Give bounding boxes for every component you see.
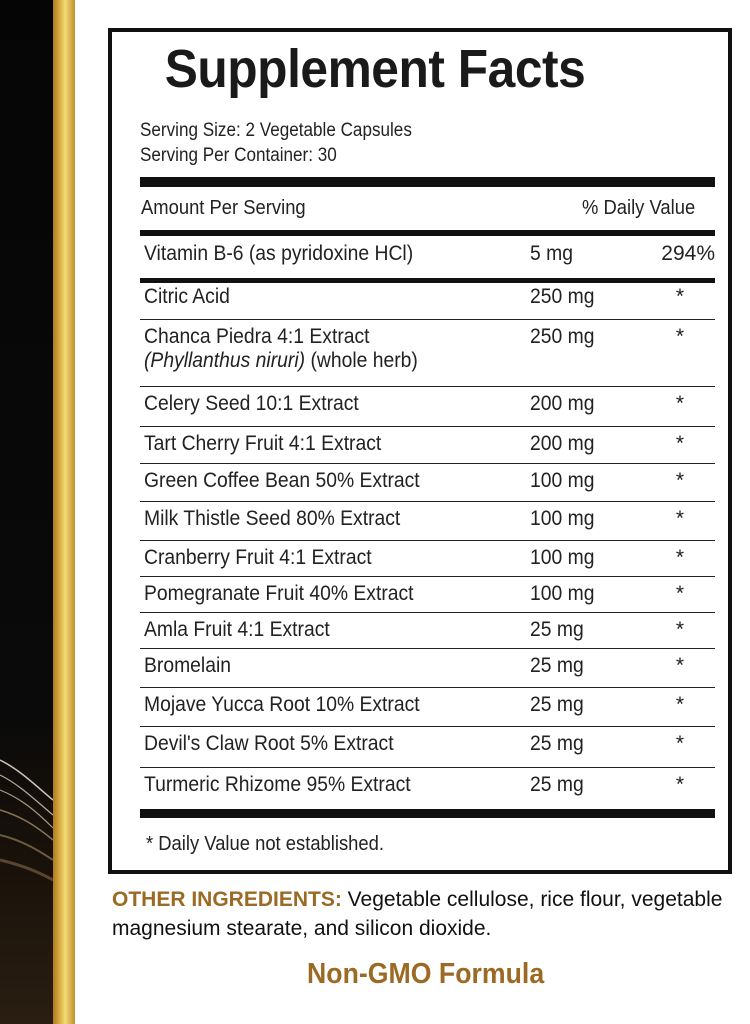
ingredient-daily-value: * <box>675 732 685 755</box>
ingredient-daily-value: * <box>675 773 685 796</box>
other-ingredients-text: Vegetable cellulose, rice flour, vegetab… <box>112 888 723 940</box>
non-gmo-tagline: Non-GMO Formula <box>307 958 545 990</box>
ingredient-name: Tart Cherry Fruit 4:1 Extract <box>144 432 382 455</box>
ingredient-amount: 100 mg <box>530 582 595 605</box>
ingredient-daily-value: * <box>675 285 685 308</box>
ingredient-name: Devil's Claw Root 5% Extract <box>144 732 394 755</box>
ingredient-name: Citric Acid <box>144 285 230 308</box>
ingredient-name: Milk Thistle Seed 80% Extract <box>144 507 401 530</box>
header-amount: Amount Per Serving <box>141 197 306 219</box>
divider-thick <box>140 177 715 187</box>
table-row: Pomegranate Fruit 40% Extract 100 mg * <box>140 576 715 613</box>
ingredient-amount: 25 mg <box>530 693 584 716</box>
ingredient-daily-value: * <box>675 469 685 492</box>
table-row: Milk Thistle Seed 80% Extract 100 mg * <box>140 501 715 541</box>
table-row: Amla Fruit 4:1 Extract 25 mg * <box>140 612 715 649</box>
supplement-facts-box <box>108 28 732 874</box>
page-title: Supplement Facts <box>164 39 586 99</box>
decorative-waves-icon <box>0 759 53 882</box>
ingredient-name: Green Coffee Bean 50% Extract <box>144 469 420 492</box>
other-ingredients-label: OTHER INGREDIENTS: <box>112 888 342 911</box>
ingredient-amount: 5 mg <box>530 242 573 265</box>
ingredient-daily-value: * <box>675 507 685 530</box>
ingredient-amount: 25 mg <box>530 732 584 755</box>
table-row: Mojave Yucca Root 10% Extract 25 mg * <box>140 687 715 727</box>
ingredient-name: Amla Fruit 4:1 Extract <box>144 618 330 641</box>
ingredient-name: Pomegranate Fruit 40% Extract <box>144 582 414 605</box>
ingredient-latin-name: (Phyllanthus niruri) <box>144 349 306 372</box>
ingredient-name: Bromelain <box>144 654 231 677</box>
ingredient-daily-value: * <box>675 546 685 569</box>
header-daily-value: % Daily Value <box>582 197 696 219</box>
ingredient-amount: 200 mg <box>530 432 595 455</box>
table-row: Devil's Claw Root 5% Extract 25 mg * <box>140 726 715 768</box>
ingredient-daily-value: * <box>675 618 685 641</box>
ingredient-daily-value: * <box>675 654 685 677</box>
other-ingredients: OTHER INGREDIENTS: Vegetable cellulose, … <box>112 885 750 943</box>
ingredient-daily-value: * <box>675 582 685 605</box>
table-row: Vitamin B-6 (as pyridoxine HCl) 5 mg 294% <box>140 236 715 283</box>
footnote: * Daily Value not established. <box>146 833 384 855</box>
ingredient-daily-value: * <box>675 693 685 716</box>
table-row: Citric Acid 250 mg * <box>140 279 715 320</box>
ingredient-name: Vitamin B-6 (as pyridoxine HCl) <box>144 242 414 265</box>
table-row: Turmeric Rhizome 95% Extract 25 mg * <box>140 767 715 809</box>
ingredient-amount: 100 mg <box>530 507 595 530</box>
divider-medium <box>140 230 715 236</box>
ingredient-name: Celery Seed 10:1 Extract <box>144 392 359 415</box>
table-row: Tart Cherry Fruit 4:1 Extract 200 mg * <box>140 426 715 464</box>
table-row: Celery Seed 10:1 Extract 200 mg * <box>140 386 715 427</box>
divider-thick-bottom <box>140 809 715 818</box>
ingredient-daily-value: * <box>675 392 685 415</box>
ingredient-amount: 200 mg <box>530 392 595 415</box>
ingredient-amount: 25 mg <box>530 773 584 796</box>
ingredient-name: Cranberry Fruit 4:1 Extract <box>144 546 372 569</box>
black-side-strip <box>0 0 53 1024</box>
ingredient-amount: 25 mg <box>530 654 584 677</box>
ingredient-amount: 25 mg <box>530 618 584 641</box>
ingredient-amount: 250 mg <box>530 325 595 348</box>
ingredient-daily-value: * <box>675 325 685 348</box>
ingredient-name: Chanca Piedra 4:1 Extract (Phyllanthus ni… <box>144 325 418 372</box>
ingredient-name: Mojave Yucca Root 10% Extract <box>144 693 420 716</box>
serving-size: Serving Size: 2 Vegetable Capsules <box>140 120 412 141</box>
servings-per-container: Serving Per Container: 30 <box>140 145 337 166</box>
ingredient-daily-value: 294% <box>661 242 715 265</box>
gold-side-strip <box>53 0 75 1024</box>
ingredient-amount: 100 mg <box>530 546 595 569</box>
ingredient-daily-value: * <box>675 432 685 455</box>
ingredient-amount: 250 mg <box>530 285 595 308</box>
table-row: Chanca Piedra 4:1 Extract (Phyllanthus ni… <box>140 319 715 387</box>
table-row: Bromelain 25 mg * <box>140 648 715 688</box>
table-row: Green Coffee Bean 50% Extract 100 mg * <box>140 463 715 502</box>
table-row: Cranberry Fruit 4:1 Extract 100 mg * <box>140 540 715 577</box>
ingredient-part: (whole herb) <box>305 349 418 372</box>
ingredient-name: Turmeric Rhizome 95% Extract <box>144 773 411 796</box>
ingredient-amount: 100 mg <box>530 469 595 492</box>
